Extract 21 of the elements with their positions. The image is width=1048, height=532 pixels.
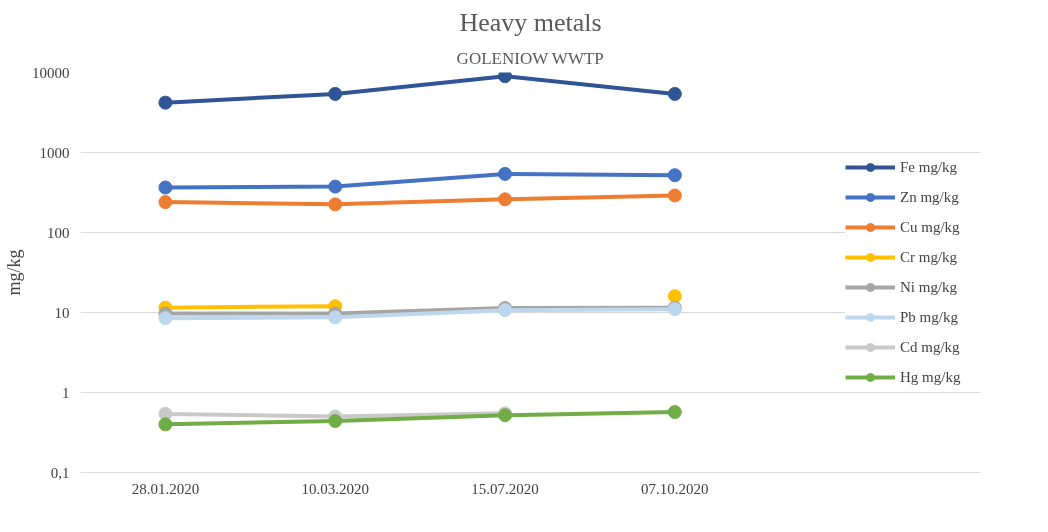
x-tick-label: 28.01.2020 xyxy=(131,480,200,497)
legend-label: Zn mg/kg xyxy=(900,188,960,206)
y-tick-label: 10000 xyxy=(32,64,70,81)
legend-label: Cd mg/kg xyxy=(900,338,961,356)
x-tick-label: 10.03.2020 xyxy=(301,480,369,497)
legend-label: Cu mg/kg xyxy=(900,218,961,236)
chart-title: Heavy metals xyxy=(459,7,602,37)
legend-label: Pb mg/kg xyxy=(900,308,959,326)
x-tick-label: 15.07.2020 xyxy=(471,480,539,497)
legend-label: Hg mg/kg xyxy=(900,368,962,386)
chart-subtitle: GOLENIOW WWTP xyxy=(456,48,604,68)
y-tick-label: 1000 xyxy=(39,144,70,161)
y-tick-label: 1 xyxy=(62,384,70,401)
y-tick-label: 100 xyxy=(47,224,70,241)
legend-label: Fe mg/kg xyxy=(900,158,959,176)
legend-label: Cr mg/kg xyxy=(900,248,959,266)
x-tick-label: 07.10.2020 xyxy=(641,480,709,497)
y-tick-label: 10 xyxy=(54,304,70,321)
y-tick-label: 0,1 xyxy=(50,464,70,481)
y-axis-title: mg/kg xyxy=(4,249,24,296)
legend-label: Ni mg/kg xyxy=(900,278,959,296)
